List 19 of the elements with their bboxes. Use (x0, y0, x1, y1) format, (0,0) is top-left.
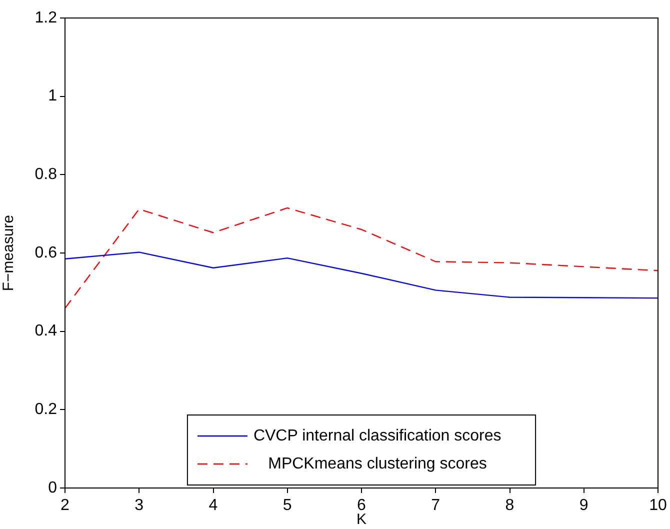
y-tick-label: 1.2 (34, 9, 58, 26)
legend-label: CVCP internal classification scores (253, 427, 502, 444)
y-tick-label: 0.2 (34, 401, 58, 418)
y-tick-label: 0.4 (34, 322, 58, 340)
x-tick-label: 7 (431, 497, 440, 514)
x-tick-label: 3 (134, 497, 144, 514)
y-tick-label: 0 (48, 479, 58, 496)
y-tick-label: 0.8 (34, 166, 58, 184)
y-tick-label: 0.6 (34, 244, 58, 262)
x-tick-label: 10 (649, 497, 667, 514)
x-tick-label: 2 (60, 497, 70, 514)
x-tick-label: 9 (579, 497, 588, 514)
legend-label: MPCKmeans clustering scores (268, 455, 487, 472)
x-tick-label: 8 (505, 497, 514, 514)
x-tick-label: 5 (282, 497, 292, 514)
line-series (65, 207, 658, 309)
y-tick-label: 1 (48, 88, 58, 105)
x-tick-label: 4 (208, 497, 218, 514)
y-axis-title: F−measure (0, 214, 18, 292)
